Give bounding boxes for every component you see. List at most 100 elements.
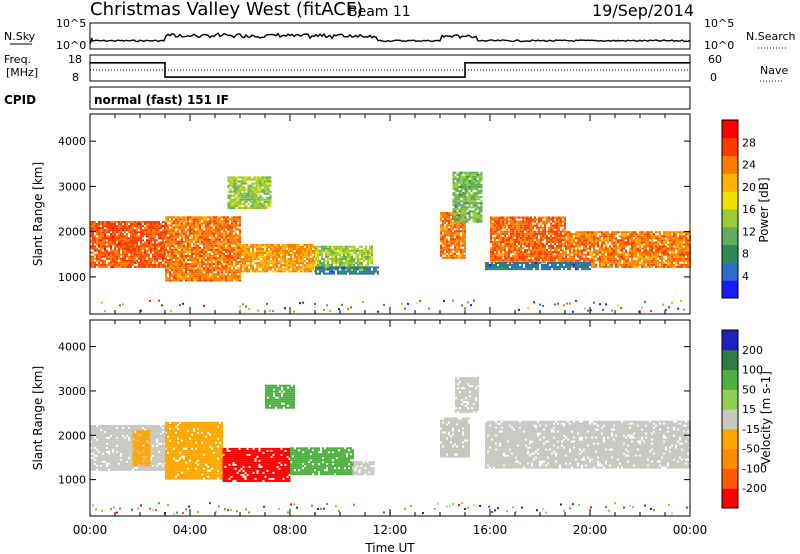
range-gate-cell (450, 244, 452, 247)
range-gate-cell (205, 222, 207, 225)
range-gate-cell (341, 264, 343, 267)
range-gate-cell (534, 249, 536, 252)
range-gate-cell (589, 241, 591, 244)
range-gate-cell (657, 265, 659, 268)
range-gate-cell (661, 249, 663, 252)
range-gate-cell (651, 235, 653, 238)
range-gate-cell (211, 279, 213, 282)
range-gate-cell (229, 261, 231, 264)
range-gate-cell (136, 261, 138, 264)
range-gate-cell (681, 231, 683, 234)
range-gate-cell (643, 241, 645, 244)
range-gate-cell (167, 220, 169, 223)
range-gate-cell (623, 255, 625, 258)
range-gate-cell (229, 188, 232, 191)
range-gate-cell (522, 238, 524, 241)
range-gate-cell (253, 202, 256, 205)
range-gate-cell (262, 243, 264, 246)
range-gate-cell (508, 245, 510, 248)
range-gate-cell (201, 267, 203, 270)
range-gate-cell (138, 251, 140, 254)
range-gate-cell (452, 212, 455, 215)
range-gate-cell (268, 260, 270, 263)
range-gate-cell (635, 247, 637, 250)
range-gate-cell (302, 268, 304, 271)
range-gate-cell (669, 265, 671, 268)
range-gate-cell (687, 231, 689, 234)
range-gate-cell (673, 243, 675, 246)
range-gate-cell (494, 228, 496, 231)
range-gate-cell (185, 267, 187, 270)
range-gate-cell (146, 243, 148, 246)
range-gate-cell (130, 263, 132, 266)
range-gate-cell (213, 267, 215, 270)
range-gate-cell (677, 231, 679, 234)
range-gate-cell (128, 257, 130, 260)
range-gate-cell (667, 261, 669, 264)
range-gate-cell (175, 246, 177, 249)
range-gate-cell (116, 261, 118, 264)
range-gate-cell (292, 252, 294, 255)
range-gate-cell (635, 237, 637, 240)
range-gate-cell (591, 265, 593, 268)
range-gate-cell (560, 222, 562, 225)
range-gate-cell (235, 190, 238, 193)
range-gate-cell (530, 253, 532, 256)
range-gate-cell (152, 245, 154, 248)
range-gate-cell (325, 253, 327, 256)
range-gate-cell (367, 255, 369, 258)
range-gate-cell (667, 251, 669, 254)
range-gate-cell (367, 251, 369, 254)
range-gate-cell (173, 234, 175, 237)
range-gate-cell (197, 222, 199, 225)
range-gate-cell (319, 259, 321, 262)
range-gate-cell (518, 222, 520, 225)
range-gate-cell (516, 253, 518, 256)
range-gate-cell (609, 263, 611, 266)
range-gate-cell (213, 259, 215, 262)
range-gate-cell (663, 249, 665, 252)
range-gate-cell (462, 250, 464, 253)
range-gate-cell (227, 220, 229, 223)
range-gate-cell (205, 273, 207, 276)
range-gate-cell (619, 245, 621, 248)
range-gate-cell (219, 259, 221, 262)
range-gate-cell (197, 277, 199, 280)
range-gate-cell (177, 228, 179, 231)
range-gate-cell (201, 238, 203, 241)
range-gate-cell (183, 232, 185, 235)
range-gate-cell (510, 247, 512, 250)
range-gate-cell (569, 233, 571, 236)
range-gate-cell (633, 249, 635, 252)
range-gate-cell (653, 263, 655, 266)
range-gate-cell (227, 238, 229, 241)
range-gate-cell (613, 235, 615, 238)
range-gate-cell (300, 247, 302, 250)
range-gate-cell (92, 239, 94, 242)
range-gate-cell (112, 235, 114, 238)
range-gate-cell (124, 221, 126, 224)
range-gate-cell (442, 236, 444, 239)
range-gate-cell (229, 228, 231, 231)
range-gate-cell (274, 247, 276, 250)
range-gate-cell (177, 232, 179, 235)
range-gate-cell (514, 259, 516, 262)
range-gate-cell (189, 265, 191, 268)
range-gate-cell (625, 237, 627, 240)
range-gate-cell (203, 267, 205, 270)
range-gate-cell (556, 251, 558, 254)
range-gate-cell (284, 252, 286, 255)
range-gate-cell (240, 270, 242, 273)
range-gate-cell (221, 265, 223, 268)
range-gate-cell (448, 214, 450, 217)
range-gate-cell (189, 218, 191, 221)
range-gate-cell (223, 232, 225, 235)
range-gate-cell (504, 216, 506, 219)
range-gate-cell (227, 234, 229, 237)
range-gate-cell (255, 182, 258, 185)
range-gate-cell (231, 263, 233, 266)
range-gate-cell (631, 249, 633, 252)
range-gate-cell (597, 251, 599, 254)
range-gate-cell (498, 243, 500, 246)
range-gate-cell (239, 222, 241, 225)
